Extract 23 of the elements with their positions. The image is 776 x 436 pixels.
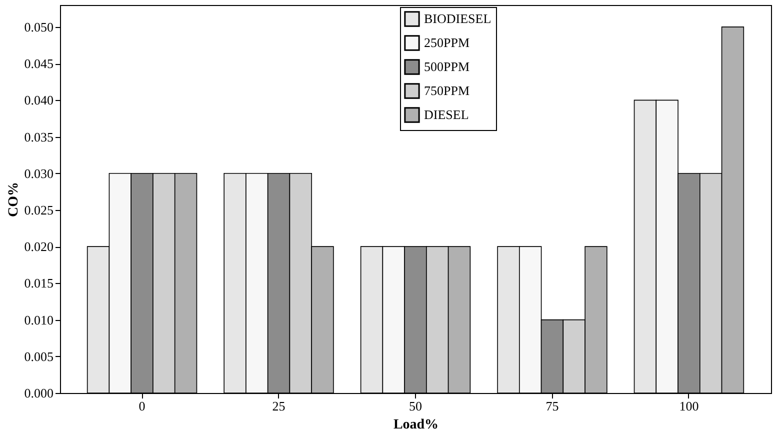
x-axis-title: Load% bbox=[393, 418, 439, 432]
y-tick-label: 0.000 bbox=[24, 386, 54, 400]
y-tick-label: 0.050 bbox=[24, 19, 54, 34]
legend-label: 750PPM bbox=[424, 83, 470, 98]
legend-label: 500PPM bbox=[424, 59, 470, 74]
legend-label: 250PPM bbox=[424, 35, 470, 50]
y-tick-label: 0.025 bbox=[24, 202, 54, 218]
x-tick-label: 25 bbox=[272, 398, 286, 414]
x-tick-label: 50 bbox=[409, 398, 422, 414]
legend-label: BIODIESEL bbox=[424, 11, 492, 26]
x-tick-label: 0 bbox=[138, 398, 146, 414]
legend-label: DIESEL bbox=[424, 107, 469, 122]
y-tick-label: 0.010 bbox=[24, 312, 54, 328]
y-tick-label: 0.030 bbox=[24, 166, 54, 181]
y-tick-label: 0.020 bbox=[24, 239, 54, 254]
y-axis-title: CO% bbox=[6, 182, 22, 217]
y-tick-label: 0.035 bbox=[24, 129, 54, 144]
y-tick-label: 0.005 bbox=[24, 348, 54, 364]
y-tick-label: 0.040 bbox=[24, 92, 54, 108]
x-tick-label: 75 bbox=[546, 398, 559, 414]
y-tick-label: 0.045 bbox=[24, 56, 54, 72]
x-tick-label: 100 bbox=[679, 398, 699, 414]
y-tick-label: 0.015 bbox=[24, 276, 54, 291]
